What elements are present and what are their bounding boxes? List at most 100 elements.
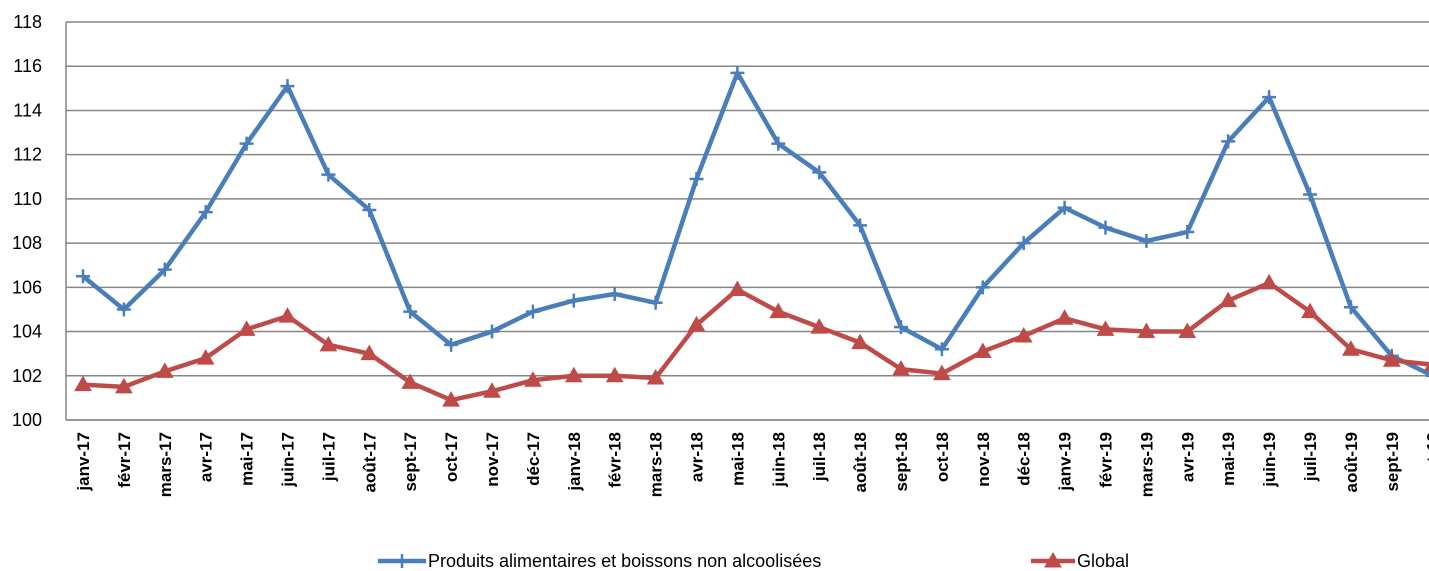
data-point: [321, 167, 336, 182]
x-tick-label: sept-18: [892, 432, 911, 492]
x-tick-label: déc-18: [1015, 432, 1034, 486]
y-tick-label: 110: [13, 189, 42, 209]
x-tick-label: août-17: [360, 432, 379, 492]
x-tick-label: nov-18: [974, 432, 993, 487]
data-point: [116, 302, 131, 317]
x-tick-label: févr-19: [1097, 432, 1116, 488]
data-point: [1096, 320, 1115, 336]
x-tick-label: juil-17: [319, 432, 338, 482]
y-tick-label: 116: [13, 56, 42, 76]
x-tick-label: mai-19: [1219, 432, 1238, 486]
legend-label: Produits alimentaires et boissons non al…: [428, 551, 821, 571]
data-point: [1425, 374, 1429, 378]
data-point: [973, 342, 992, 358]
y-tick-label: 108: [12, 233, 42, 253]
data-point: [1016, 236, 1031, 251]
data-point: [362, 202, 377, 217]
legend-marker: [1044, 551, 1062, 568]
grid-lines: [66, 21, 1429, 421]
x-tick-label: oct-19: [1424, 432, 1429, 482]
x-tick-label: nov-17: [483, 432, 502, 487]
data-point: [403, 304, 418, 319]
x-tick-label: juil-18: [810, 432, 829, 482]
data-point: [646, 368, 665, 385]
data-point: [1382, 351, 1401, 367]
series-1: [74, 273, 1429, 407]
data-point: [1260, 273, 1278, 290]
data-point: [975, 280, 990, 295]
data-point: [278, 307, 297, 323]
data-point: [894, 320, 908, 335]
data-point: [566, 293, 581, 308]
x-tick-label: août-19: [1342, 432, 1361, 492]
legend-item-1: Global: [1031, 551, 1129, 571]
data-point: [1098, 220, 1113, 235]
data-point: [74, 375, 92, 392]
data-point: [401, 373, 420, 389]
series-line: [82, 280, 1429, 403]
data-point: [1221, 134, 1236, 149]
data-point: [1055, 309, 1074, 325]
data-point: [934, 342, 949, 357]
data-point: [1057, 200, 1072, 215]
data-point: [728, 280, 747, 297]
data-point: [157, 262, 172, 277]
data-point: [1342, 340, 1360, 356]
x-tick-label: mai-18: [728, 432, 747, 486]
series-group: [74, 65, 1429, 407]
x-tick-label: juil-19: [1301, 432, 1320, 482]
x-tick-label: juin-17: [279, 432, 298, 488]
data-point: [1014, 326, 1033, 343]
data-point: [812, 165, 827, 180]
data-point: [1137, 322, 1156, 339]
data-point: [155, 362, 174, 378]
legend-marker: [395, 554, 409, 568]
x-tick-label: janv-17: [74, 432, 93, 492]
y-tick-label: 118: [13, 12, 42, 32]
x-axis-ticks: janv-17 févr-17 mars-17 avr-17 mai-17 juin-17…: [74, 432, 1429, 497]
y-tick-label: 112: [13, 145, 42, 165]
data-point: [239, 136, 254, 151]
x-tick-label: mars-17: [156, 432, 175, 497]
data-point: [319, 335, 338, 352]
data-point: [196, 349, 215, 365]
series-line: [81, 70, 1429, 377]
x-tick-label: févr-17: [115, 432, 134, 488]
x-tick-label: mars-18: [647, 432, 666, 497]
data-point: [485, 324, 499, 339]
data-point: [607, 286, 622, 301]
x-tick-label: sept-19: [1383, 432, 1402, 492]
data-point: [442, 391, 460, 407]
x-tick-label: avr-18: [688, 432, 707, 482]
data-point: [851, 333, 869, 350]
x-tick-label: sept-17: [401, 432, 420, 492]
x-tick-label: avr-19: [1178, 432, 1197, 482]
data-point: [605, 366, 624, 383]
data-point: [1343, 300, 1358, 315]
data-point: [564, 366, 583, 383]
data-point: [237, 320, 256, 336]
axes: [65, 22, 1429, 421]
data-point: [769, 302, 788, 319]
x-tick-label: déc-17: [524, 432, 543, 486]
data-point: [1301, 302, 1319, 319]
data-point: [115, 377, 133, 394]
series-0: [76, 65, 1429, 378]
x-tick-label: avr-17: [197, 432, 216, 482]
data-point: [1219, 291, 1238, 308]
data-point: [771, 136, 786, 151]
data-point: [933, 364, 951, 381]
data-point: [853, 218, 868, 233]
x-tick-label: juin-19: [1260, 432, 1279, 488]
x-tick-label: févr-18: [606, 432, 625, 488]
x-tick-label: janv-19: [1056, 432, 1075, 492]
data-point: [1139, 233, 1154, 248]
data-point: [525, 304, 540, 319]
x-tick-label: oct-17: [442, 432, 461, 482]
x-tick-label: oct-18: [933, 432, 952, 482]
data-point: [687, 315, 706, 332]
y-tick-label: 104: [12, 322, 42, 342]
data-point: [648, 295, 663, 310]
data-point: [1180, 225, 1195, 240]
